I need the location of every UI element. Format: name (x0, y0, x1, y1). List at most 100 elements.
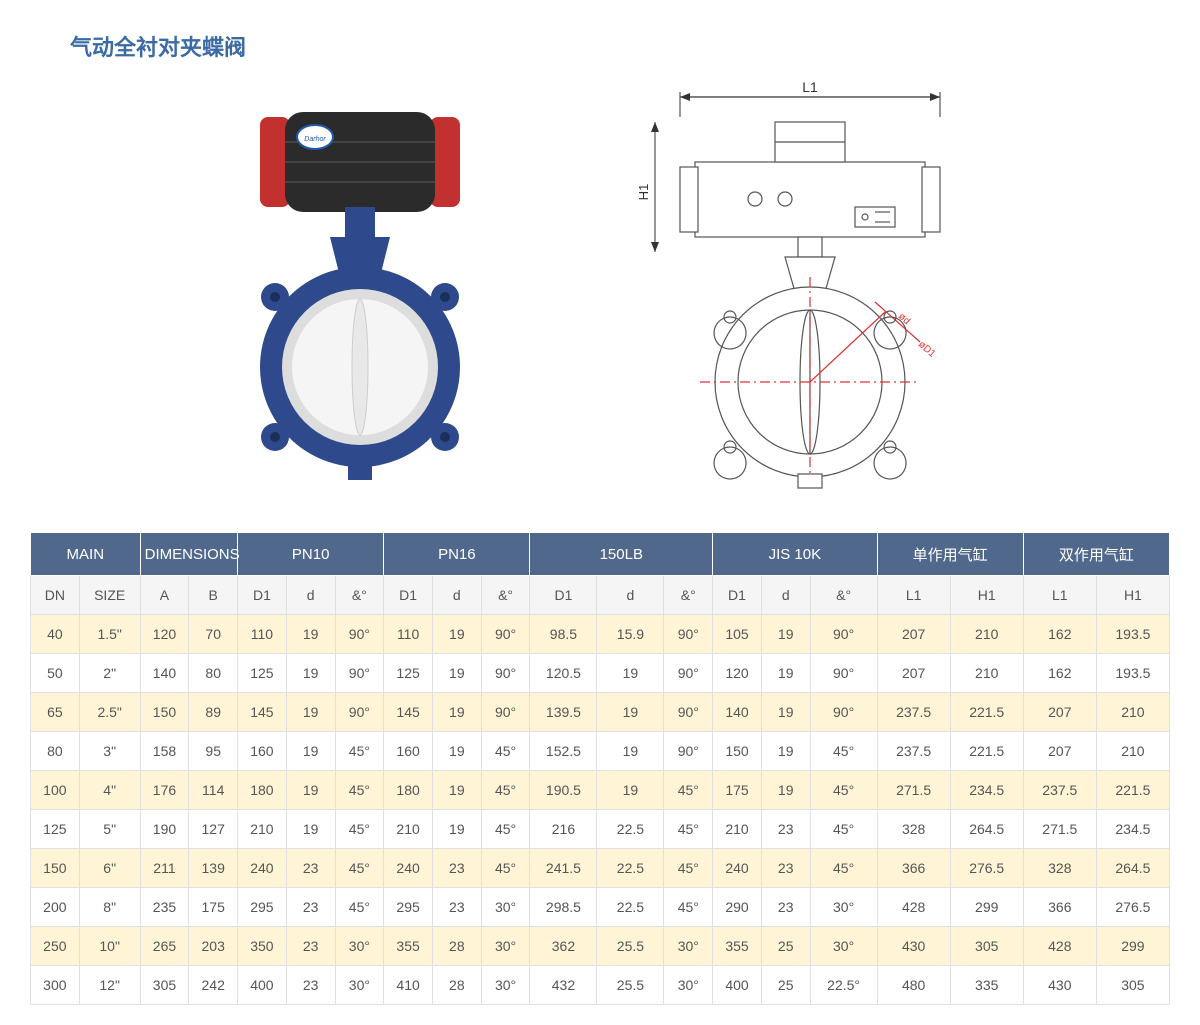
table-cell: 19 (597, 771, 664, 810)
column-header-cell: A (140, 576, 189, 615)
table-cell: 19 (286, 810, 335, 849)
table-cell: 23 (432, 849, 481, 888)
table-cell: 127 (189, 810, 238, 849)
table-cell: 23 (286, 927, 335, 966)
table-cell: 241.5 (530, 849, 597, 888)
table-cell: 139 (189, 849, 238, 888)
table-cell: 89 (189, 693, 238, 732)
table-cell: 120 (140, 615, 189, 654)
table-cell: 90° (335, 693, 384, 732)
table-cell: 235 (140, 888, 189, 927)
table-cell: 98.5 (530, 615, 597, 654)
table-cell: 45° (810, 771, 877, 810)
table-cell: 19 (286, 732, 335, 771)
table-cell: 299 (950, 888, 1023, 927)
table-cell: 207 (1023, 732, 1096, 771)
table-cell: 12" (79, 966, 140, 1005)
table-cell: 19 (432, 693, 481, 732)
table-cell: 150 (140, 693, 189, 732)
table-row: 2008"2351752952345°2952330°298.522.545°2… (31, 888, 1170, 927)
column-header-cell: DN (31, 576, 80, 615)
table-cell: 428 (1023, 927, 1096, 966)
table-cell: 125 (31, 810, 80, 849)
column-header-cell: B (189, 576, 238, 615)
table-cell: 22.5° (810, 966, 877, 1005)
table-cell: 105 (713, 615, 762, 654)
table-cell: 19 (597, 693, 664, 732)
table-cell: 366 (1023, 888, 1096, 927)
table-cell: 430 (1023, 966, 1096, 1005)
table-cell: 210 (950, 654, 1023, 693)
table-cell: 19 (761, 654, 810, 693)
column-header-cell: &° (810, 576, 877, 615)
table-cell: 328 (877, 810, 950, 849)
column-header-cell: &° (481, 576, 530, 615)
table-cell: 362 (530, 927, 597, 966)
table-cell: 3" (79, 732, 140, 771)
table-cell: 211 (140, 849, 189, 888)
table-cell: 305 (1096, 966, 1169, 1005)
table-cell: 240 (238, 849, 287, 888)
column-header-cell: &° (335, 576, 384, 615)
table-cell: 90° (335, 654, 384, 693)
column-header-cell: d (286, 576, 335, 615)
table-cell: 90° (481, 693, 530, 732)
table-cell: 1.5" (79, 615, 140, 654)
table-cell: 193.5 (1096, 654, 1169, 693)
table-cell: 264.5 (950, 810, 1023, 849)
table-cell: 19 (432, 810, 481, 849)
table-cell: 175 (189, 888, 238, 927)
table-cell: 45° (481, 732, 530, 771)
table-cell: 22.5 (597, 849, 664, 888)
table-cell: 5" (79, 810, 140, 849)
table-cell: 2" (79, 654, 140, 693)
table-cell: 210 (1096, 732, 1169, 771)
table-cell: 19 (286, 615, 335, 654)
table-cell: 6" (79, 849, 140, 888)
table-cell: 299 (1096, 927, 1169, 966)
table-cell: 4" (79, 771, 140, 810)
table-cell: 22.5 (597, 810, 664, 849)
group-header-cell: 150LB (530, 533, 713, 576)
table-cell: 150 (31, 849, 80, 888)
table-cell: 110 (238, 615, 287, 654)
group-header-cell: 单作用气缸 (877, 533, 1023, 576)
table-cell: 25.5 (597, 966, 664, 1005)
table-cell: 276.5 (1096, 888, 1169, 927)
table-cell: 25 (761, 966, 810, 1005)
table-cell: 298.5 (530, 888, 597, 927)
group-header-cell: JIS 10K (713, 533, 877, 576)
table-cell: 19 (761, 615, 810, 654)
table-cell: 45° (664, 810, 713, 849)
table-cell: 180 (238, 771, 287, 810)
table-cell: 45° (810, 732, 877, 771)
table-cell: 207 (877, 615, 950, 654)
column-header-cell: SIZE (79, 576, 140, 615)
table-cell: 8" (79, 888, 140, 927)
table-cell: 328 (1023, 849, 1096, 888)
table-cell: 23 (432, 888, 481, 927)
table-cell: 19 (597, 732, 664, 771)
table-cell: 145 (238, 693, 287, 732)
table-group-header: MAINDIMENSIONSPN10PN16150LBJIS 10K单作用气缸双… (31, 533, 1170, 576)
column-header-cell: d (761, 576, 810, 615)
table-cell: 480 (877, 966, 950, 1005)
table-cell: 240 (384, 849, 433, 888)
column-header-cell: D1 (384, 576, 433, 615)
table-cell: 23 (761, 849, 810, 888)
table-cell: 90° (810, 654, 877, 693)
table-cell: 216 (530, 810, 597, 849)
group-header-cell: PN16 (384, 533, 530, 576)
table-cell: 45° (335, 810, 384, 849)
table-cell: 271.5 (1023, 810, 1096, 849)
table-cell: 237.5 (1023, 771, 1096, 810)
table-cell: 30° (810, 927, 877, 966)
table-cell: 152.5 (530, 732, 597, 771)
table-cell: 242 (189, 966, 238, 1005)
table-cell: 80 (189, 654, 238, 693)
table-cell: 50 (31, 654, 80, 693)
table-cell: 400 (713, 966, 762, 1005)
figure-row: Darhor (30, 77, 1170, 502)
table-cell: 10" (79, 927, 140, 966)
table-cell: 210 (1096, 693, 1169, 732)
